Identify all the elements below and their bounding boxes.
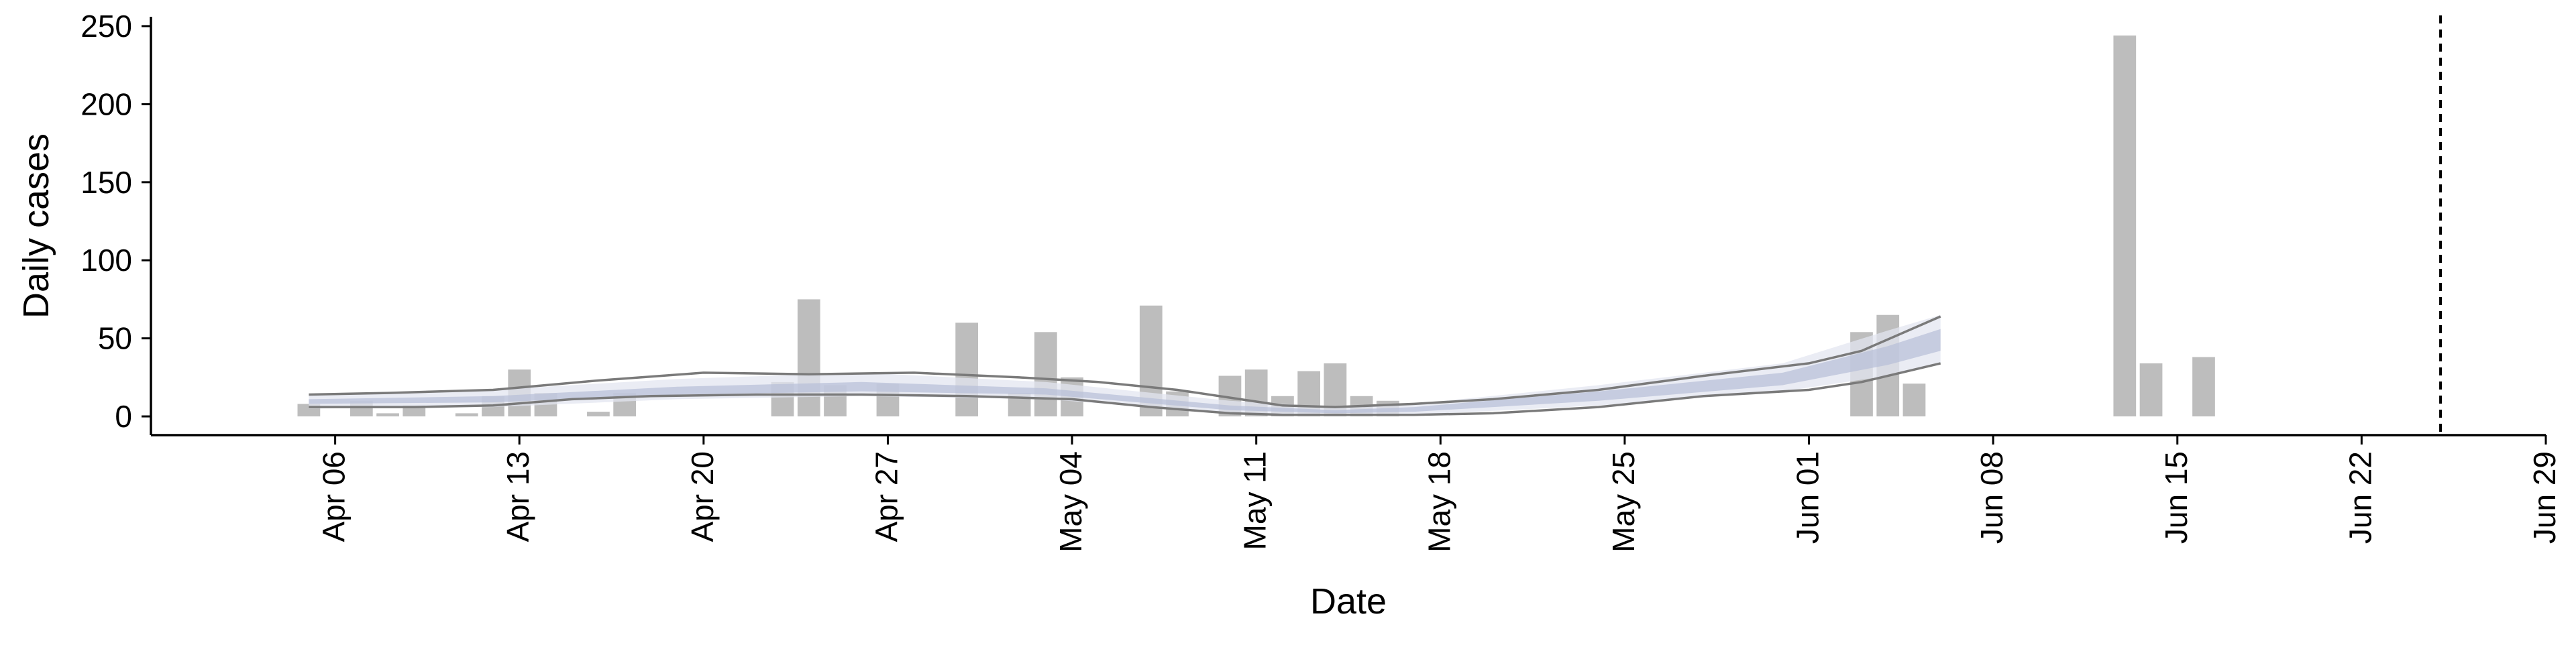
bar-2020-06-05 [1902,384,1926,417]
x-ticks: Apr 06 Apr 13 Apr 20 Apr 27 May 04 May 11 May … [317,435,2562,552]
y-ticks: 0 50 100 150 200 250 [80,9,151,434]
bar-2020-04-16 [587,412,610,417]
y-tick-label: 150 [80,165,132,200]
bar-2020-05-03 [1034,332,1057,417]
x-axis-title: Date [1310,581,1387,622]
boundary-line-1 [309,315,1941,408]
bar-2020-04-08 [376,413,399,417]
x-tick-label: May 04 [1053,451,1088,552]
x-tick-label: Apr 27 [869,451,904,542]
x-tick-label: Apr 06 [317,451,352,542]
y-tick-label: 100 [80,243,132,278]
bar-2020-06-14 [2139,363,2163,417]
x-tick-label: May 18 [1421,451,1456,552]
x-tick-label: Jun 29 [2527,451,2562,544]
bar-2020-04-24 [797,299,820,417]
x-tick-label: Jun 01 [1790,451,1825,544]
y-tick-label: 0 [115,399,132,434]
bands-layer [309,314,1941,415]
x-tick-label: Jun 15 [2159,451,2194,544]
y-axis-title: Daily cases [16,133,56,318]
y-tick-label: 250 [80,9,132,44]
x-tick-label: Apr 20 [685,451,720,542]
y-tick-label: 200 [80,86,132,121]
x-tick-label: May 11 [1238,451,1273,550]
x-tick-label: May 25 [1606,451,1641,552]
bar-2020-06-16 [2192,357,2215,417]
y-tick-label: 50 [98,321,132,356]
bar-2020-04-30 [955,322,979,417]
x-tick-label: Jun 08 [1974,451,2009,544]
bar-2020-06-13 [2113,35,2137,417]
band-inner [309,329,1941,414]
axes-layer: Apr 06 Apr 13 Apr 20 Apr 27 May 04 May 11 May … [16,9,2562,622]
boundary-line-2 [309,362,1941,416]
boundary-lines-layer [309,315,1941,416]
x-tick-label: Jun 22 [2343,451,2377,544]
x-tick-label: Apr 13 [500,451,535,542]
bar-2020-04-11 [455,413,478,417]
